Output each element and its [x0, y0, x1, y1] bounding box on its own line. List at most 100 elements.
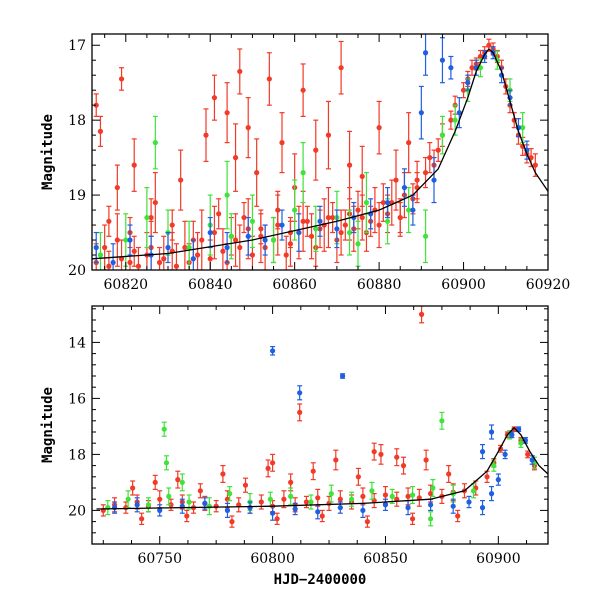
data-point: [178, 177, 184, 183]
data-point: [292, 207, 298, 213]
data-point: [202, 500, 208, 506]
data-point: [232, 155, 239, 161]
data-point: [330, 214, 336, 221]
data-point: [161, 426, 167, 432]
data-point: [439, 418, 445, 424]
data-point: [525, 451, 531, 457]
data-point: [123, 237, 129, 243]
data-point: [127, 237, 133, 243]
data-point: [360, 493, 366, 499]
data-point: [224, 110, 230, 116]
data-point: [199, 237, 205, 243]
data-point: [249, 218, 256, 224]
data-point: [339, 373, 346, 379]
y-tick-label: 17: [68, 38, 86, 54]
axes-frame: [91, 305, 549, 545]
data-point: [359, 214, 365, 221]
data-point: [131, 162, 137, 168]
y-axis-label: Magnitude: [40, 387, 56, 463]
data-point: [152, 479, 158, 485]
data-point: [394, 454, 400, 460]
data-point: [127, 259, 133, 266]
data-point: [148, 214, 154, 221]
x-tick-label: 60850: [363, 551, 408, 567]
data-point: [297, 390, 303, 396]
x-axis-label: HJD−2400000: [274, 572, 367, 588]
data-point: [486, 42, 492, 48]
y-tick-label: 20: [68, 503, 86, 519]
data-point: [405, 505, 411, 511]
data-point: [435, 147, 441, 153]
y-tick-label: 14: [68, 335, 86, 351]
plot-area: [96, 306, 548, 528]
data-point: [144, 214, 150, 221]
data-point: [166, 493, 172, 499]
series-green: [97, 50, 526, 270]
data-point: [382, 492, 389, 498]
data-point: [431, 177, 437, 183]
data-point: [337, 496, 343, 502]
data-point: [224, 244, 230, 251]
x-tick-label: 60880: [357, 277, 402, 293]
data-point: [334, 226, 340, 232]
data-point: [308, 499, 314, 505]
data-point: [279, 140, 285, 146]
data-point: [134, 502, 140, 508]
data-point: [249, 252, 256, 258]
data-point: [363, 199, 370, 206]
data-point: [190, 256, 196, 262]
x-tick-label: 60900: [476, 551, 521, 567]
data-point: [428, 502, 434, 508]
data-point: [328, 491, 334, 497]
data-point: [288, 479, 294, 485]
data-point: [484, 474, 490, 480]
data-point: [186, 244, 192, 251]
data-point: [502, 451, 508, 457]
data-point: [450, 503, 456, 509]
data-point: [346, 229, 353, 236]
data-point: [488, 429, 495, 435]
data-point: [369, 488, 375, 494]
data-point: [393, 177, 399, 183]
data-point: [97, 128, 104, 134]
data-point: [269, 348, 276, 354]
data-point: [175, 477, 181, 483]
plot-area: [92, 34, 548, 270]
data-point: [169, 222, 175, 228]
data-point: [292, 506, 298, 512]
data-point: [93, 244, 99, 251]
data-point: [114, 184, 120, 191]
data-point: [270, 237, 277, 243]
data-point: [254, 170, 260, 176]
data-point: [232, 237, 239, 243]
y-tick-label: 18: [68, 113, 86, 129]
data-point: [110, 259, 116, 266]
data-point: [495, 477, 501, 483]
data-point: [288, 493, 294, 499]
data-point: [130, 485, 136, 491]
data-point: [532, 162, 538, 168]
data-point: [325, 214, 332, 221]
data-point: [364, 519, 371, 525]
data-point: [466, 499, 472, 505]
data-point: [315, 495, 321, 501]
x-tick-label: 60920: [526, 277, 571, 293]
data-point: [427, 155, 433, 161]
x-tick-label: 60840: [188, 277, 233, 293]
data-point: [452, 117, 458, 123]
data-point: [406, 140, 412, 146]
data-point: [97, 252, 104, 258]
data-point: [258, 499, 264, 505]
data-point: [409, 516, 416, 522]
data-point: [118, 76, 125, 82]
data-point: [406, 207, 412, 213]
data-point: [371, 449, 377, 455]
data-point: [511, 426, 517, 432]
data-point: [410, 207, 416, 213]
data-point: [518, 440, 524, 446]
data-point: [207, 256, 213, 262]
data-point: [456, 110, 462, 116]
data-point: [376, 125, 382, 131]
x-tick-label: 60800: [250, 551, 295, 567]
data-point: [409, 492, 416, 498]
